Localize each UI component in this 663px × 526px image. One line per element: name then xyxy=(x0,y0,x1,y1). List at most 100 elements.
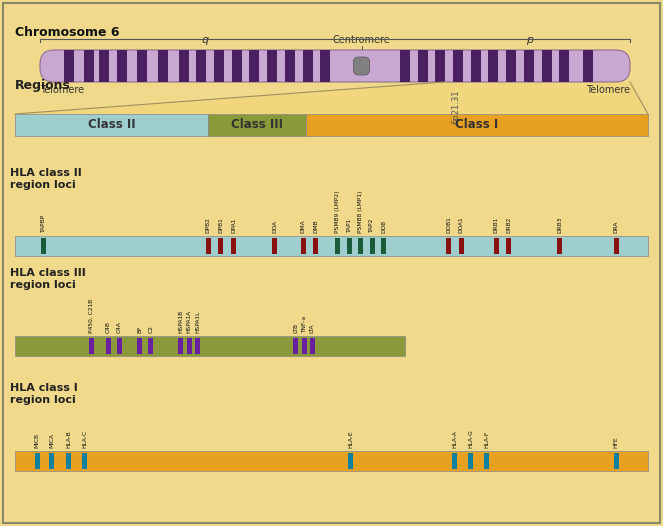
Bar xyxy=(542,50,552,82)
Bar xyxy=(557,238,562,254)
Text: Class I: Class I xyxy=(455,118,499,132)
Bar xyxy=(137,50,147,82)
Text: Class III: Class III xyxy=(231,118,283,132)
Text: DPA1: DPA1 xyxy=(231,218,236,233)
Bar xyxy=(302,50,312,82)
Text: q: q xyxy=(202,35,209,45)
Text: LTA: LTA xyxy=(310,323,315,333)
Text: Regions: Regions xyxy=(15,79,71,92)
Text: C4B: C4B xyxy=(106,321,111,333)
Text: HSPA1L: HSPA1L xyxy=(195,311,200,333)
Bar xyxy=(524,50,534,82)
Text: DMB: DMB xyxy=(313,219,318,233)
Bar xyxy=(320,50,330,82)
Bar xyxy=(369,238,375,254)
Bar xyxy=(187,338,192,354)
Text: HLA-F: HLA-F xyxy=(484,431,489,448)
Text: TAPBP: TAPBP xyxy=(41,215,46,233)
Bar xyxy=(66,453,72,469)
Text: Chromosome 6: Chromosome 6 xyxy=(15,26,119,39)
Bar xyxy=(117,338,122,354)
Bar xyxy=(231,238,236,254)
FancyBboxPatch shape xyxy=(40,50,630,82)
Text: C4A: C4A xyxy=(117,321,122,333)
Bar xyxy=(459,238,463,254)
Bar xyxy=(82,453,87,469)
Bar xyxy=(614,238,619,254)
Text: DPB2: DPB2 xyxy=(206,217,211,233)
FancyBboxPatch shape xyxy=(353,57,369,75)
Bar xyxy=(41,238,46,254)
Bar xyxy=(49,453,54,469)
Bar xyxy=(418,50,428,82)
Text: Centromere: Centromere xyxy=(333,35,391,45)
Bar xyxy=(468,453,473,469)
Bar xyxy=(64,50,74,82)
Bar xyxy=(293,338,298,354)
Text: HLA class I
region loci: HLA class I region loci xyxy=(10,383,78,404)
Bar xyxy=(400,50,410,82)
Text: HSPA1B: HSPA1B xyxy=(178,310,183,333)
Text: DPB1: DPB1 xyxy=(218,217,223,233)
Text: Telomere: Telomere xyxy=(586,85,630,95)
Bar xyxy=(306,114,648,136)
Bar xyxy=(436,50,446,82)
Bar xyxy=(106,338,111,354)
Bar xyxy=(206,238,211,254)
Text: HLA-E: HLA-E xyxy=(348,430,353,448)
Bar xyxy=(446,238,451,254)
Bar xyxy=(310,338,315,354)
Bar xyxy=(158,50,168,82)
Text: HLA class III
region loci: HLA class III region loci xyxy=(10,268,86,290)
Bar xyxy=(335,238,340,254)
Text: DMA: DMA xyxy=(300,219,306,233)
Text: DOB1: DOB1 xyxy=(446,216,451,233)
Text: DOA: DOA xyxy=(272,220,277,233)
Bar xyxy=(232,50,242,82)
Text: DOB: DOB xyxy=(381,220,386,233)
Bar xyxy=(15,236,648,256)
Bar xyxy=(348,453,353,469)
Bar xyxy=(506,50,516,82)
Text: HLA-C: HLA-C xyxy=(82,430,87,448)
Text: TAP1: TAP1 xyxy=(347,219,352,233)
Bar xyxy=(196,50,206,82)
Bar xyxy=(178,50,189,82)
Text: DRB1: DRB1 xyxy=(493,217,499,233)
Text: HLA-G: HLA-G xyxy=(468,429,473,448)
Bar xyxy=(583,50,593,82)
Bar xyxy=(15,114,208,136)
Bar xyxy=(484,453,489,469)
Bar xyxy=(285,50,295,82)
Bar xyxy=(89,338,93,354)
Text: p: p xyxy=(526,35,533,45)
Bar xyxy=(178,338,183,354)
Text: MICB: MICB xyxy=(34,433,40,448)
Bar xyxy=(347,238,352,254)
Bar xyxy=(137,338,143,354)
Text: HFE: HFE xyxy=(614,437,619,448)
Text: HLA class II
region loci: HLA class II region loci xyxy=(10,168,82,189)
Text: DOA1: DOA1 xyxy=(459,216,463,233)
Text: MICA: MICA xyxy=(49,433,54,448)
Text: HLA-B: HLA-B xyxy=(66,430,72,448)
Bar xyxy=(117,50,127,82)
Bar xyxy=(149,338,153,354)
Bar xyxy=(452,453,457,469)
Text: PSMB9 (LMP2): PSMB9 (LMP2) xyxy=(335,190,340,233)
Bar xyxy=(15,451,648,471)
Text: Telomere: Telomere xyxy=(40,85,84,95)
Bar xyxy=(249,50,259,82)
Text: LTB: LTB xyxy=(293,323,298,333)
Text: HLA-A: HLA-A xyxy=(452,430,457,448)
Text: Class II: Class II xyxy=(88,118,135,132)
Text: TNF-a: TNF-a xyxy=(302,316,307,333)
Text: TAP2: TAP2 xyxy=(369,219,375,233)
Text: HSPA1A: HSPA1A xyxy=(187,310,192,333)
Bar xyxy=(15,336,405,356)
Text: PSMB8 (LMP1): PSMB8 (LMP1) xyxy=(358,190,363,233)
Polygon shape xyxy=(15,82,648,114)
Bar xyxy=(493,238,499,254)
Text: 6p21.31: 6p21.31 xyxy=(452,90,461,125)
Bar xyxy=(208,114,306,136)
